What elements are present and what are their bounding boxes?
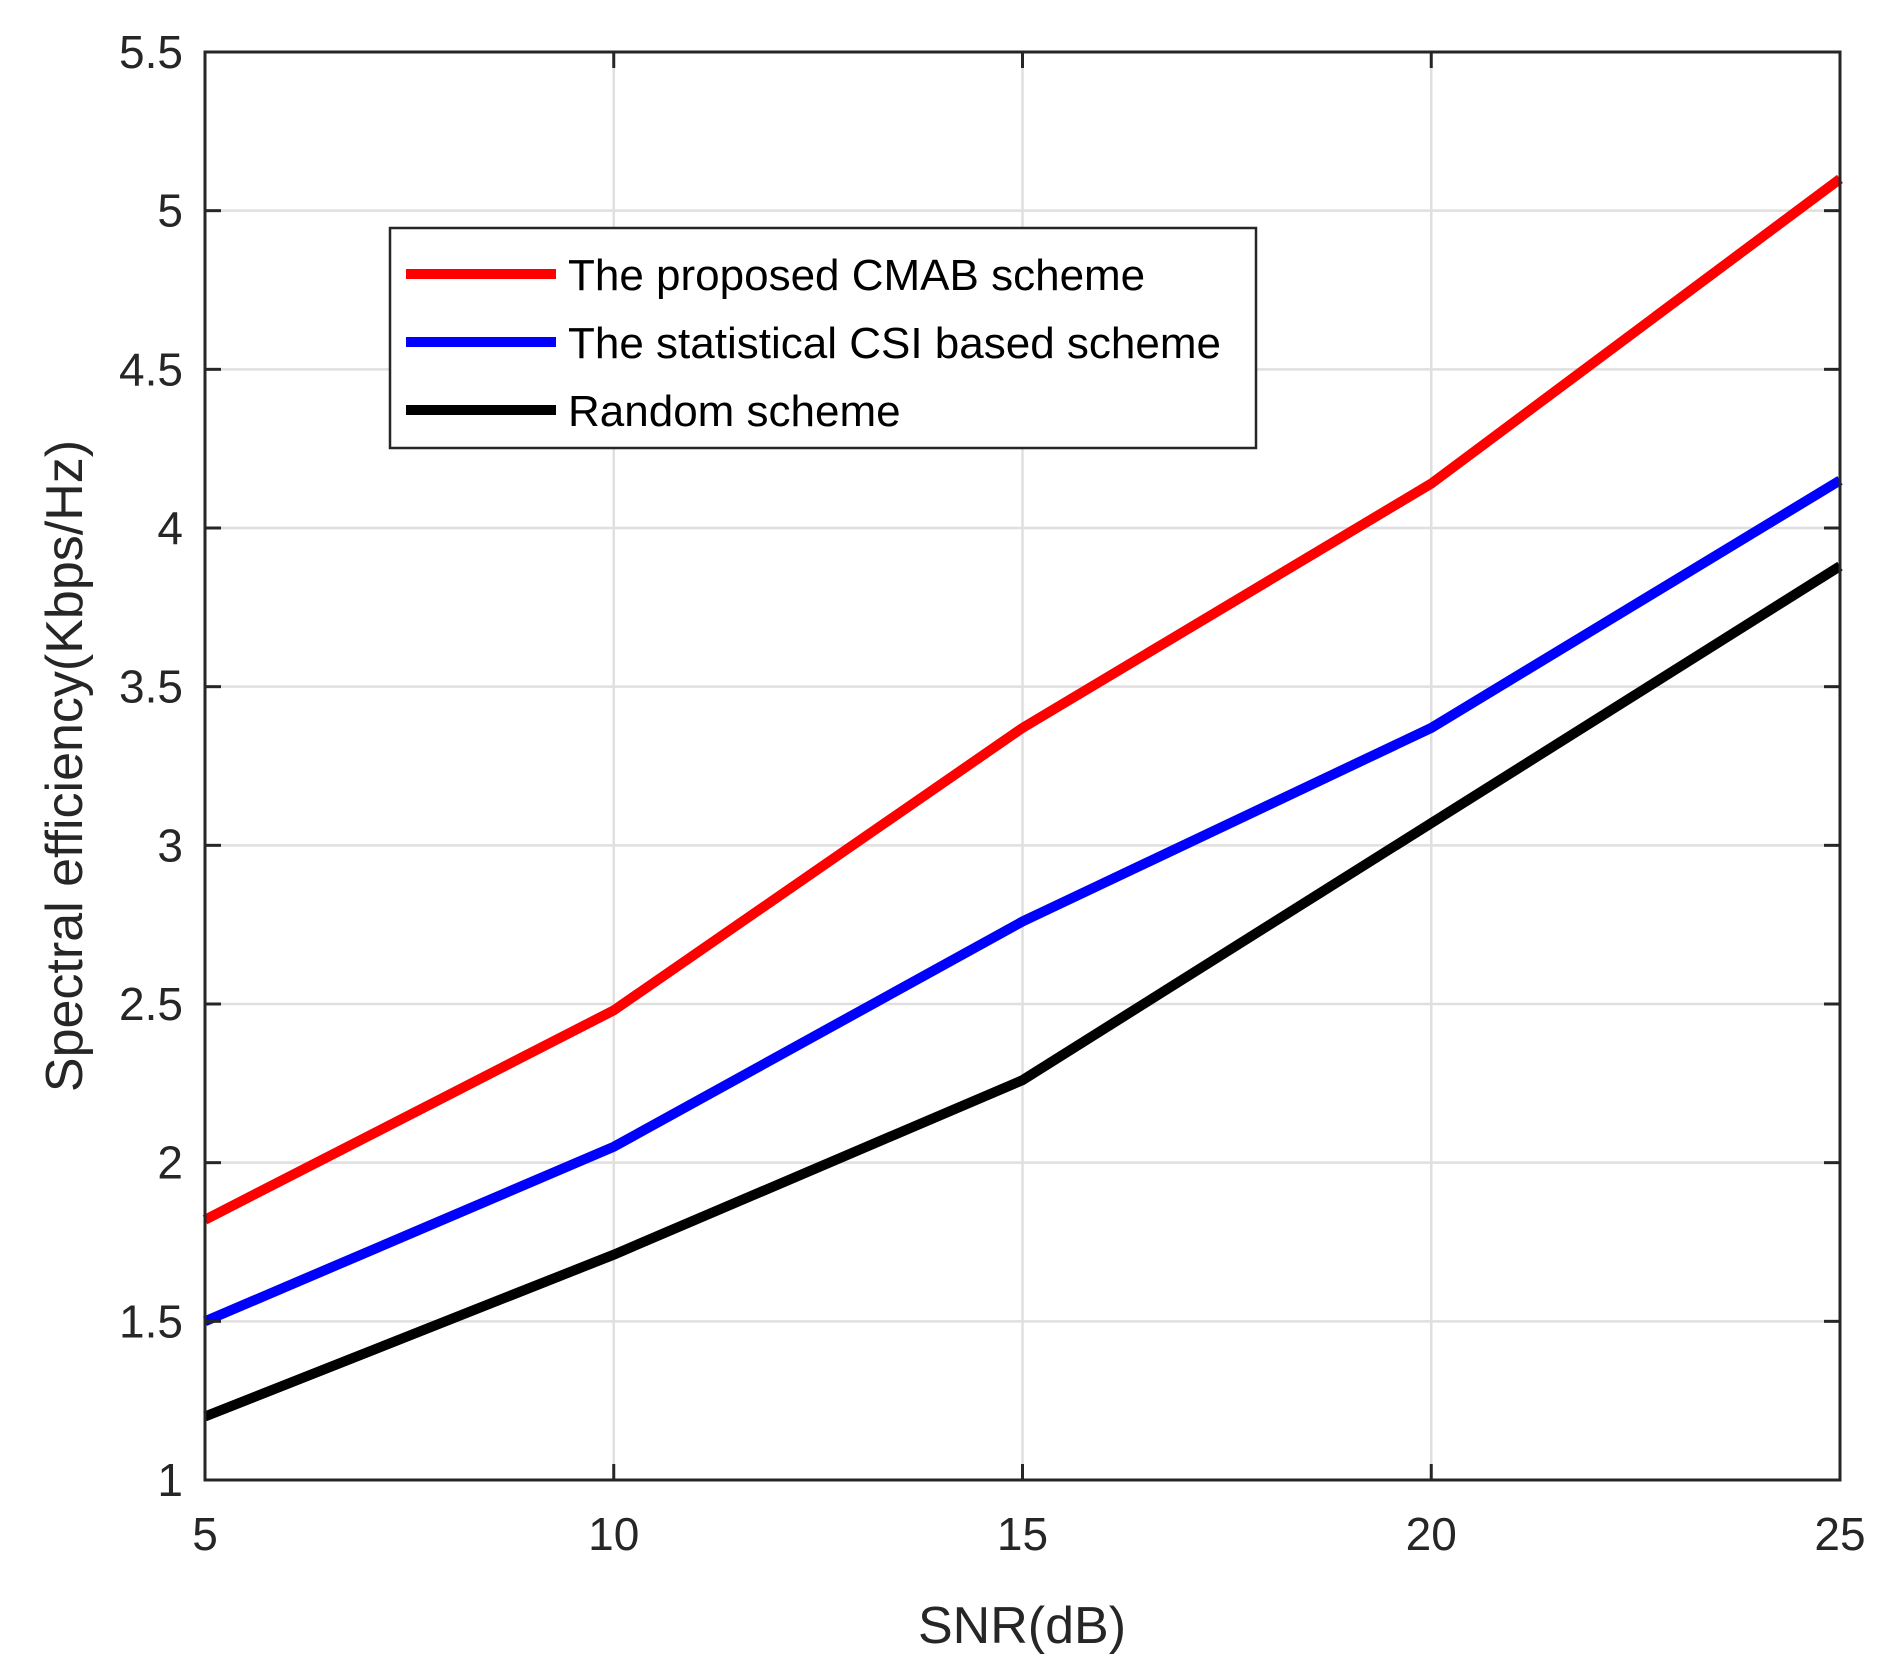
y-tick-label: 2.5 bbox=[119, 978, 183, 1030]
series-line-random bbox=[203, 561, 1843, 1422]
y-tick-label: 1.5 bbox=[119, 1295, 183, 1347]
x-tick-label: 10 bbox=[588, 1508, 639, 1560]
x-axis-title: SNR(dB) bbox=[918, 1597, 1126, 1655]
series-lines bbox=[202, 174, 1843, 1422]
y-tick-label: 2 bbox=[157, 1137, 183, 1189]
y-tick-label: 3 bbox=[157, 819, 183, 871]
y-tick-label: 5 bbox=[157, 185, 183, 237]
legend-label-random: Random scheme bbox=[568, 387, 901, 436]
y-tick-label: 4 bbox=[157, 502, 183, 554]
x-tick-label: 25 bbox=[1814, 1508, 1865, 1560]
series-line-cmab bbox=[202, 174, 1843, 1225]
legend-label-statistical-csi: The statistical CSI based scheme bbox=[568, 319, 1221, 368]
y-tick-label: 1 bbox=[157, 1454, 183, 1506]
y-tick-label: 5.5 bbox=[119, 26, 183, 78]
ticks bbox=[203, 50, 1842, 1482]
y-tick-label: 4.5 bbox=[119, 343, 183, 395]
y-axis-title: Spectral efficiency(Kbps/Hz) bbox=[36, 440, 94, 1092]
y-tick-labels: 1 1.5 2 2.5 3 3.5 4 4.5 5 5.5 bbox=[119, 26, 183, 1506]
legend-label-cmab: The proposed CMAB scheme bbox=[568, 251, 1145, 300]
legend: The proposed CMAB scheme The statistical… bbox=[388, 226, 1258, 450]
x-tick-label: 5 bbox=[192, 1508, 218, 1560]
x-tick-label: 15 bbox=[997, 1508, 1048, 1560]
x-tick-label: 20 bbox=[1406, 1508, 1457, 1560]
y-tick-label: 3.5 bbox=[119, 661, 183, 713]
series-line-statistical-csi bbox=[203, 476, 1843, 1326]
x-tick-labels: 5 10 15 20 25 bbox=[192, 1508, 1865, 1560]
